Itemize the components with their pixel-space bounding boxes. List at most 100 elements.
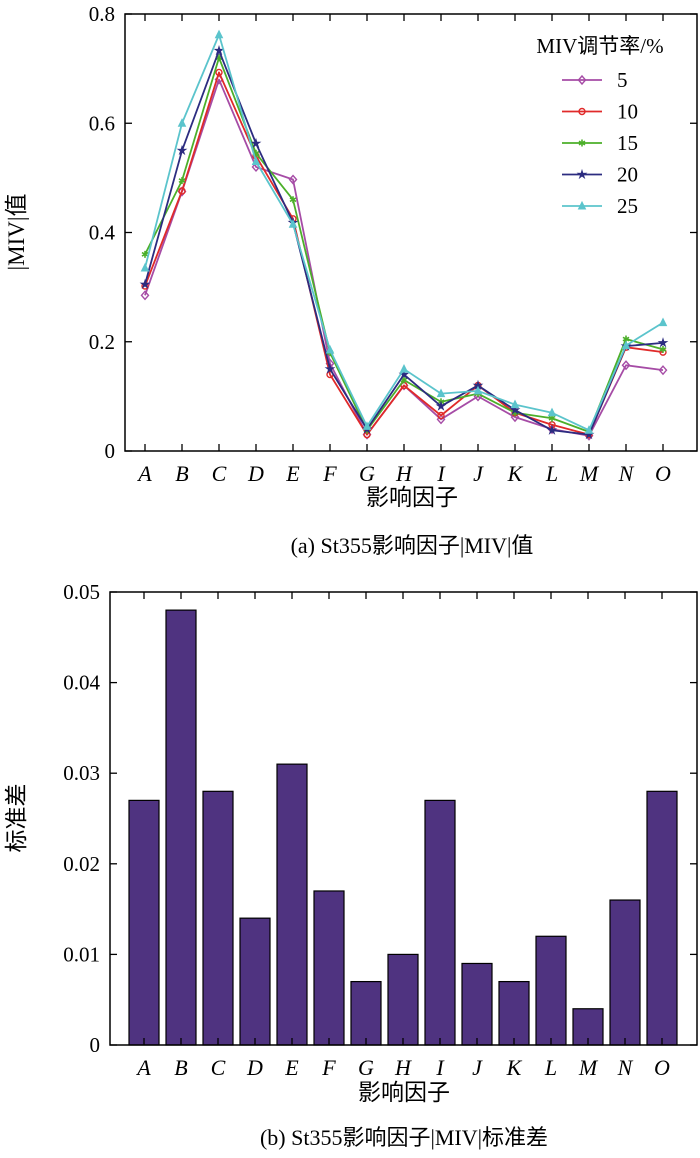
plot-frame-a	[124, 13, 698, 452]
data-point-25-g	[362, 421, 372, 430]
data-point-20-a	[139, 278, 151, 289]
data-point-20-i	[435, 400, 447, 411]
bar-c	[202, 790, 234, 1046]
y-axis-title-b: 标准差	[4, 784, 29, 853]
data-point-25-o	[658, 317, 668, 327]
data-point-25-k	[510, 399, 520, 409]
bar-n	[609, 899, 641, 1046]
data-point-5-l	[547, 424, 557, 435]
y-tick-label: 0.01	[63, 942, 100, 966]
x-tick-label-i: I	[436, 461, 446, 486]
bar-e	[276, 763, 308, 1046]
x-tick-label-m: M	[578, 1055, 599, 1080]
x-tick-label-l: L	[544, 1055, 557, 1080]
data-point-25-i	[436, 388, 446, 398]
data-point-25-c	[214, 29, 224, 39]
y-tick-label: 0.03	[63, 761, 100, 785]
data-point-10-i	[437, 411, 445, 420]
bar-a	[128, 799, 160, 1046]
series-25	[140, 29, 668, 434]
series-15	[141, 54, 667, 436]
y-tick-label: 0.02	[63, 852, 100, 876]
data-point-25-a	[140, 262, 150, 272]
legend-label: 20	[617, 163, 638, 187]
bars-b	[128, 609, 678, 1046]
bar-g	[350, 980, 382, 1046]
x-tick-label-g: G	[359, 461, 375, 486]
x-tick-label-o: O	[655, 461, 671, 486]
x-tick-label-h: H	[395, 461, 413, 486]
x-tick-label-a: A	[136, 461, 152, 486]
x-tick-label-k: K	[506, 1055, 523, 1080]
data-point-15-a	[141, 250, 149, 258]
data-point-10-c	[215, 68, 223, 77]
x-tick-label-l: L	[545, 461, 558, 486]
line-chart-a: 0 0.2 0.4 0.6 0.8 A B C D E F G H I J K L M N O MIV调节率/% 5 1…	[4, 2, 698, 558]
bar-b	[165, 609, 197, 1046]
legend-item-20: 20	[562, 163, 638, 187]
y-tick-label: 0.04	[63, 671, 100, 695]
series-lines-a	[139, 29, 669, 441]
data-point-5-o	[658, 365, 668, 376]
x-tick-label-o: O	[654, 1055, 670, 1080]
y-tick-label: 0.05	[63, 580, 100, 604]
x-axis-title-a: 影响因子	[366, 485, 458, 510]
x-tick-label-d: D	[246, 1055, 263, 1080]
x-axis-title-b: 影响因子	[358, 1080, 450, 1105]
data-point-5-k	[510, 412, 520, 423]
data-point-20-b	[176, 144, 188, 156]
x-tick-label-j: J	[472, 1055, 483, 1080]
y-tick-label: 0.6	[89, 111, 115, 135]
y-tick-label: 0.2	[89, 330, 115, 354]
data-point-20-f	[324, 363, 336, 374]
x-tick-label-n: N	[617, 1055, 634, 1080]
x-tick-label-a: A	[135, 1055, 151, 1080]
data-point-20-c	[213, 44, 225, 56]
caption-b: (b) St355影响因子|MIV|标准差	[260, 1125, 548, 1150]
data-point-10-b	[178, 187, 186, 195]
data-point-25-n	[621, 340, 631, 350]
legend-item-25: 25	[562, 194, 638, 218]
data-point-25-e	[288, 219, 298, 228]
x-tick-label-f: F	[322, 461, 337, 486]
x-tick-label-b: B	[174, 1055, 187, 1080]
x-tick-label-f: F	[321, 1055, 336, 1080]
data-point-25-h	[399, 363, 409, 373]
data-point-25-f	[325, 344, 335, 354]
data-point-25-m	[584, 425, 594, 434]
bar-k	[498, 980, 530, 1046]
data-point-5-n	[621, 360, 631, 371]
legend-title: MIV调节率/%	[536, 34, 663, 58]
data-point-20-d	[250, 137, 262, 149]
data-point-20-l	[546, 424, 558, 435]
bar-h	[387, 953, 419, 1046]
caption-a: (a) St355影响因子|MIV|值	[291, 533, 534, 558]
x-tick-label-k: K	[507, 461, 524, 486]
data-point-15-b	[178, 177, 186, 185]
bar-chart-b: 0 0.01 0.02 0.03 0.04 0.05 A B C D E F G H I J K L M N O 影响因…	[4, 580, 698, 1150]
data-point-20-k	[509, 404, 521, 415]
series-line-10	[144, 71, 664, 436]
x-tick-label-i: I	[435, 1055, 445, 1080]
data-point-15-e	[289, 196, 297, 204]
axes-a: 0 0.2 0.4 0.6 0.8 A B C D E F G H I J K L M N O	[89, 2, 697, 486]
legend-item-5: 5	[562, 68, 628, 92]
data-point-25-d	[251, 156, 261, 165]
x-tick-label-e: E	[285, 461, 300, 486]
bar-f	[313, 890, 345, 1046]
y-tick-label: 0.4	[89, 221, 116, 245]
bar-l	[535, 935, 567, 1046]
data-point-25-b	[177, 118, 187, 127]
y-tick-label: 0	[90, 1033, 101, 1057]
legend-a: MIV调节率/% 5 10 15 20 25	[536, 34, 663, 218]
x-tick-label-m: M	[579, 461, 600, 486]
data-point-5-e	[288, 174, 298, 185]
legend-label: 15	[617, 131, 638, 155]
y-tick-label: 0	[105, 439, 116, 463]
data-point-25-j	[473, 385, 483, 395]
x-tick-label-c: C	[211, 1055, 226, 1080]
axes-b: 0 0.01 0.02 0.03 0.04 0.05 A B C D E F G H I J K L M N O	[63, 580, 697, 1080]
y-axis-title-a: |MIV|值	[4, 194, 29, 271]
legend-label: 25	[617, 194, 638, 218]
y-tick-label: 0.8	[89, 2, 115, 26]
